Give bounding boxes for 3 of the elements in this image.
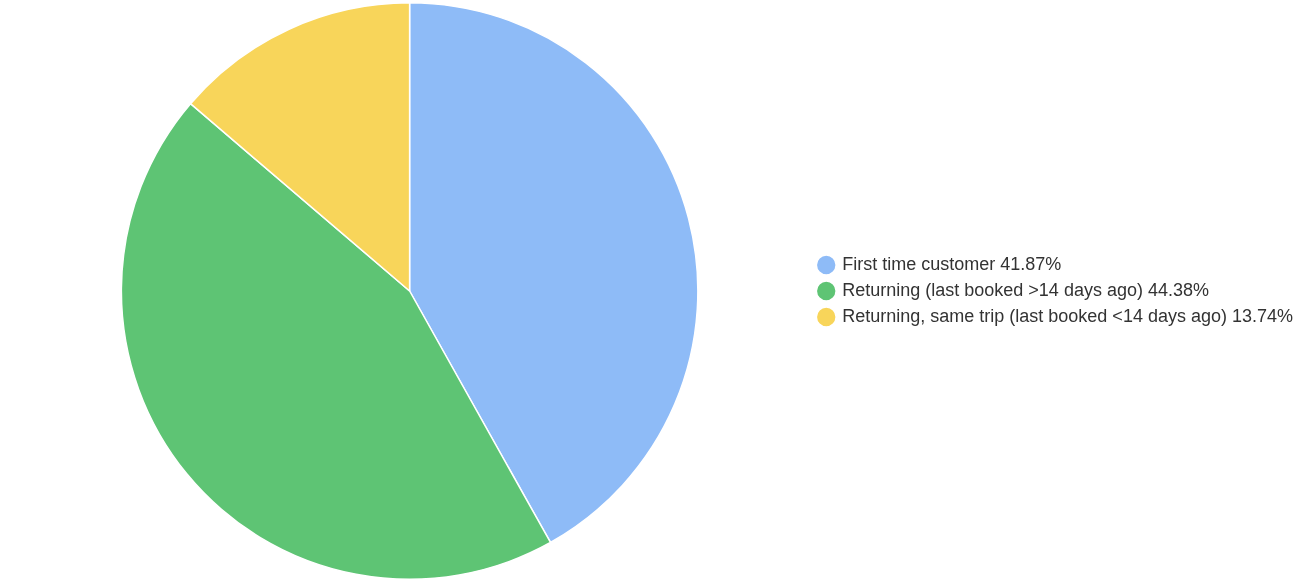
legend-label: First time customer 41.87% — [842, 253, 1062, 274]
legend-label: Returning, same trip (last booked <14 days ago) 13.74% — [842, 305, 1293, 326]
legend-label: Returning (last booked >14 days ago) 44.38% — [842, 279, 1209, 300]
